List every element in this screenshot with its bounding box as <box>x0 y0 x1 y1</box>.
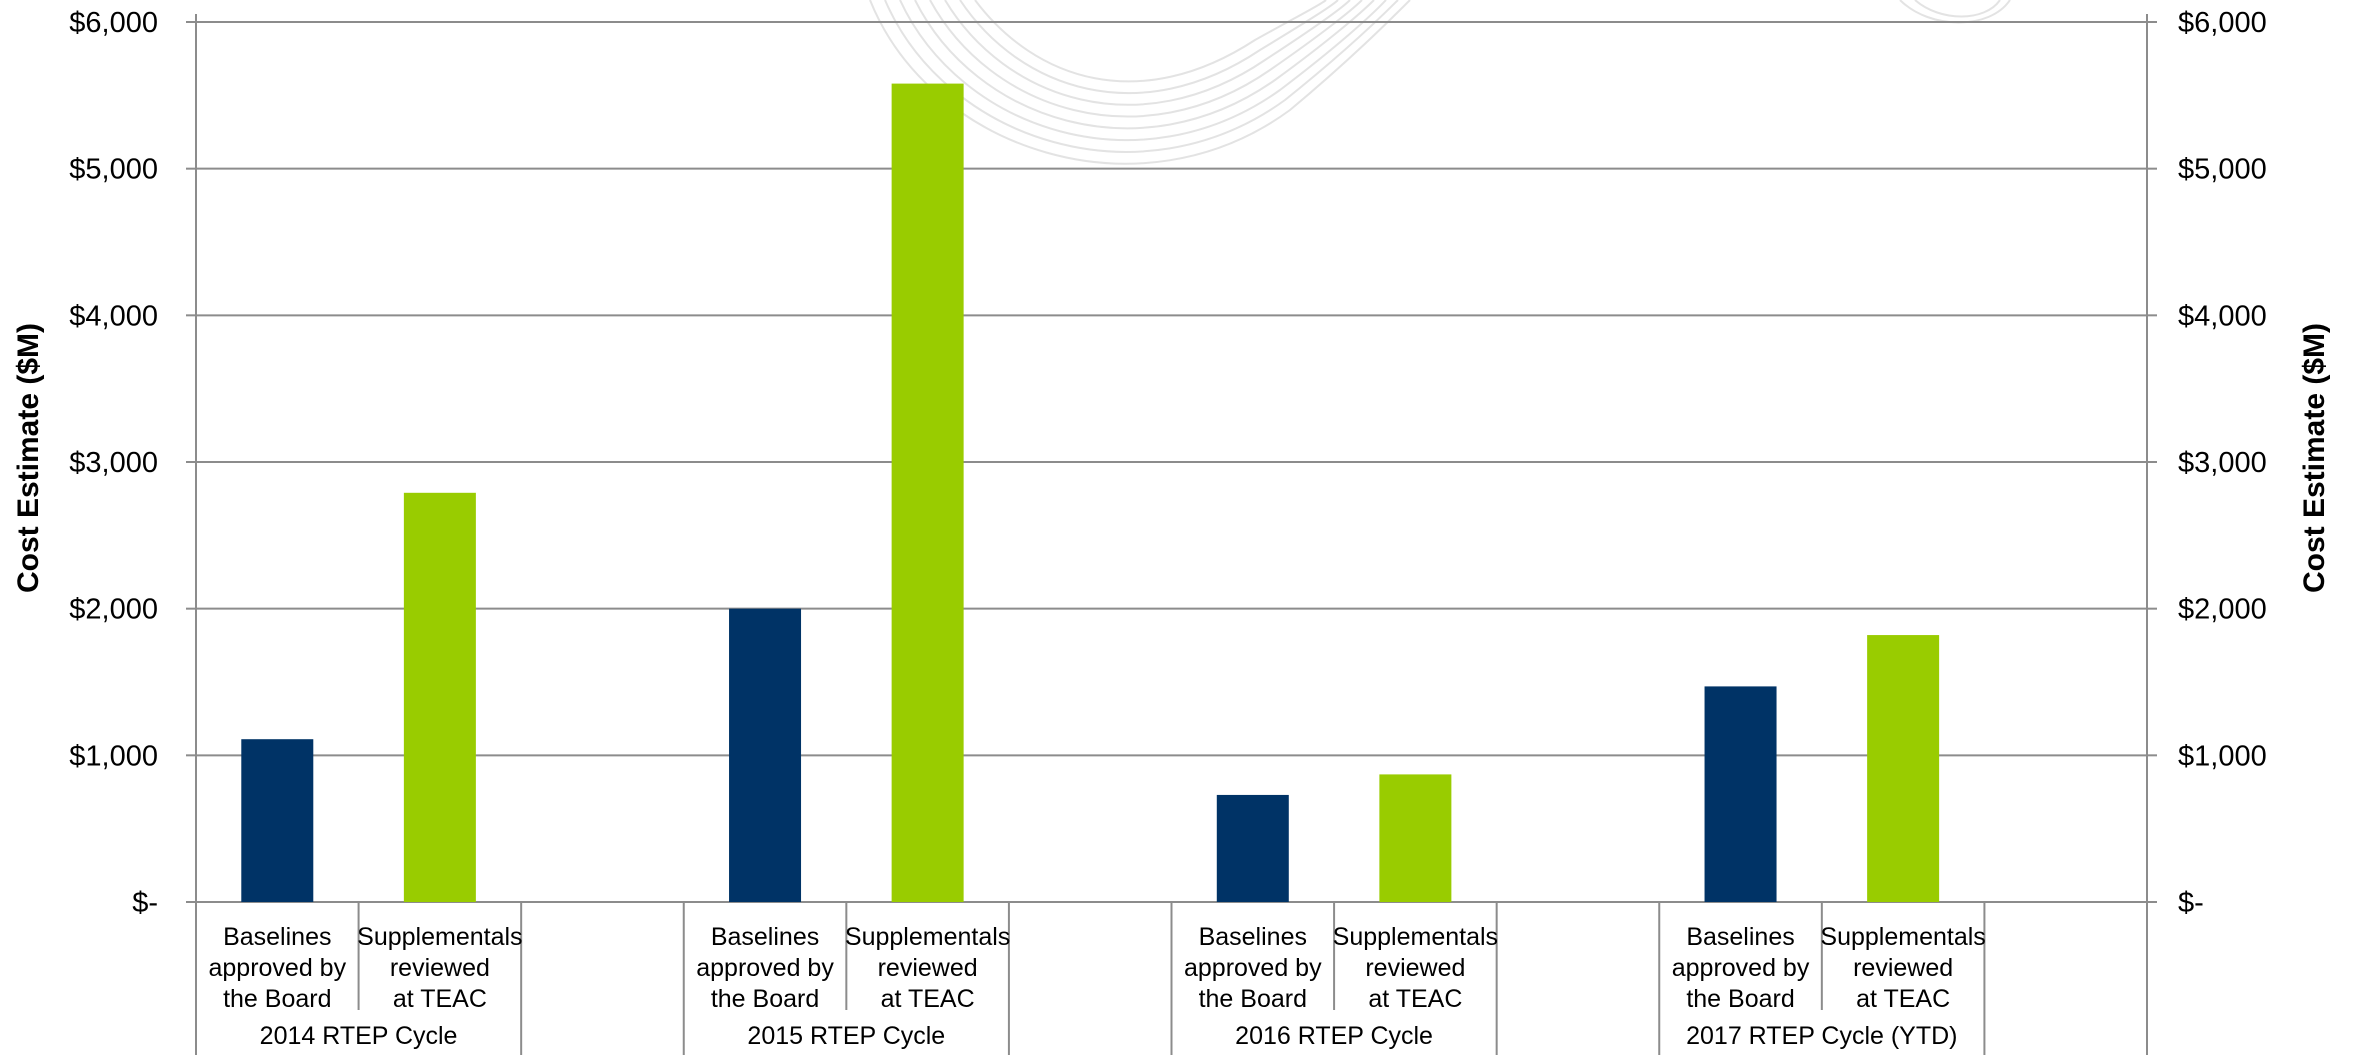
bar-category-label: Baselines <box>1686 923 1794 951</box>
bar <box>1379 774 1452 902</box>
y-tick-label-left: $1,000 <box>69 740 158 772</box>
bar-category-label: Baselines <box>1199 923 1307 951</box>
group-label: 2015 RTEP Cycle <box>747 1022 945 1050</box>
bar-category-label: the Board <box>223 985 331 1013</box>
axes <box>186 14 2157 1055</box>
bars <box>241 83 1940 903</box>
bar-category-label: at TEAC <box>1368 985 1462 1013</box>
y-tick-label-left: $2,000 <box>69 594 158 626</box>
bar-category-label: at TEAC <box>1856 985 1950 1013</box>
y-tick-label-right: $4,000 <box>2178 300 2267 332</box>
axis-labels: $- $- $1,000 $1,000 $2,000 $2,000 $3,000 $3,000… <box>69 7 2266 1050</box>
y-tick-label-right: $6,000 <box>2178 7 2267 39</box>
bar <box>1867 635 1940 902</box>
group-label: 2014 RTEP Cycle <box>260 1022 458 1050</box>
background-swirl-decoration <box>869 0 2011 165</box>
bar-category-label: Baselines <box>223 923 331 951</box>
y-axis-title-right: Cost Estimate ($M) <box>2298 323 2331 593</box>
bar-category-label: approved by <box>1184 954 1322 982</box>
y-tick-label-left: $4,000 <box>69 300 158 332</box>
bar-category-label: Supplementals <box>357 923 522 951</box>
bar <box>891 83 964 903</box>
y-tick-label-right: $3,000 <box>2178 447 2267 479</box>
bar-category-label: approved by <box>696 954 834 982</box>
y-tick-label-right: $5,000 <box>2178 154 2267 186</box>
bar-category-label: approved by <box>208 954 346 982</box>
bar-category-label: reviewed <box>390 954 490 982</box>
bar <box>729 608 802 902</box>
y-tick-label-right: $- <box>2178 887 2204 919</box>
y-tick-label-left: $- <box>132 887 158 919</box>
bar-category-label: approved by <box>1672 954 1810 982</box>
bar-category-label: Baselines <box>711 923 819 951</box>
y-tick-label-right: $1,000 <box>2178 740 2267 772</box>
bar-category-label: Supplementals <box>1333 923 1498 951</box>
y-tick-label-right: $2,000 <box>2178 594 2267 626</box>
bar-category-label: Supplementals <box>845 923 1010 951</box>
bar-category-label: Supplementals <box>1820 923 1985 951</box>
bar <box>1704 686 1777 902</box>
y-tick-label-left: $5,000 <box>69 154 158 186</box>
bar-category-label: the Board <box>711 985 819 1013</box>
y-axis-title-left: Cost Estimate ($M) <box>12 323 45 593</box>
bar <box>241 739 314 902</box>
bar-category-label: the Board <box>1686 985 1794 1013</box>
bar <box>1216 794 1289 902</box>
bar-category-label: at TEAC <box>881 985 975 1013</box>
bar <box>403 492 476 902</box>
group-label: 2016 RTEP Cycle <box>1235 1022 1433 1050</box>
y-tick-label-left: $3,000 <box>69 447 158 479</box>
group-label: 2017 RTEP Cycle (YTD) <box>1686 1022 1957 1050</box>
y-tick-label-left: $6,000 <box>69 7 158 39</box>
bar-category-label: reviewed <box>1853 954 1953 982</box>
bar-category-label: reviewed <box>878 954 978 982</box>
bar-category-label: the Board <box>1199 985 1307 1013</box>
bar-category-label: at TEAC <box>393 985 487 1013</box>
gridlines <box>196 21 2147 757</box>
bar-category-label: reviewed <box>1365 954 1465 982</box>
